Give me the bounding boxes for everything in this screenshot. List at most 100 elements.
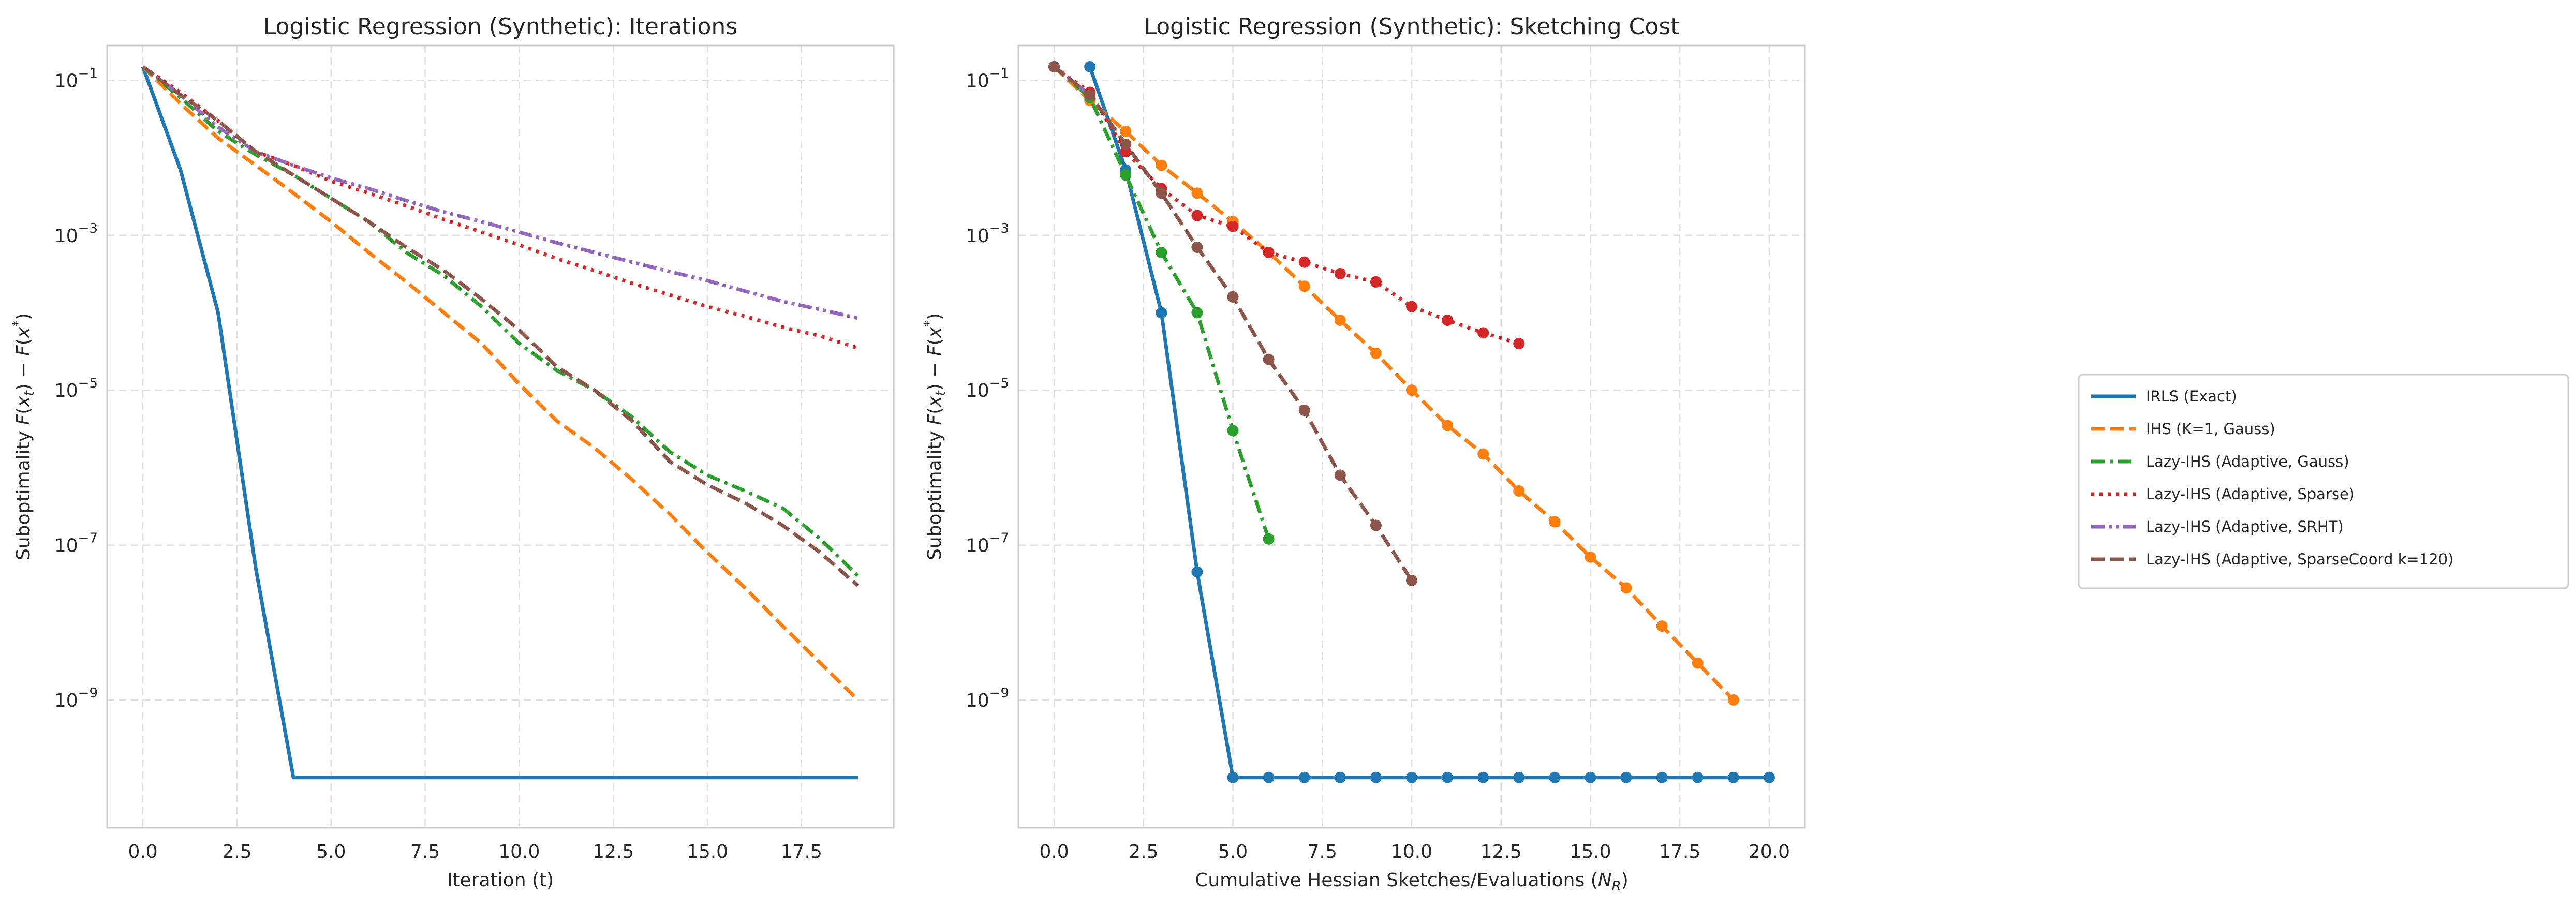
data-point [1442, 314, 1454, 326]
x-tick-label: 0.0 [1039, 841, 1069, 862]
x-tick-label: 10.0 [1391, 841, 1432, 862]
data-point [1120, 138, 1132, 150]
data-point [1692, 771, 1704, 783]
series-line [141, 65, 860, 702]
x-tick-label: 2.5 [222, 841, 251, 862]
series-layer [141, 65, 860, 780]
data-point [1370, 771, 1382, 783]
data-point [1156, 307, 1167, 319]
x-tick-label: 2.5 [1129, 841, 1158, 862]
data-point [1048, 61, 1060, 73]
data-point [1406, 384, 1417, 396]
data-point [1620, 771, 1632, 783]
y-tick-label: 10−3 [54, 221, 98, 247]
data-point [1156, 246, 1167, 258]
series-line [1088, 66, 1769, 780]
x-tick-label: 12.5 [593, 841, 634, 862]
x-tick-label: 7.5 [1308, 841, 1337, 862]
chart-title: Logistic Regression (Synthetic): Sketchi… [1144, 13, 1679, 40]
data-point [1298, 256, 1310, 268]
series-line [1053, 65, 1735, 702]
x-tick-label: 10.0 [498, 841, 540, 862]
data-point [1477, 327, 1489, 339]
data-point [1585, 551, 1596, 563]
data-point [1656, 620, 1668, 632]
data-point [1549, 771, 1561, 783]
data-point [1156, 159, 1167, 171]
data-point [1477, 771, 1489, 783]
data-point [1442, 420, 1454, 431]
data-point [1370, 347, 1382, 359]
y-tick-label: 10−7 [966, 531, 1009, 557]
x-tick-label: 7.5 [410, 841, 440, 862]
data-point [1656, 771, 1668, 783]
data-point [1191, 241, 1203, 253]
data-point [1227, 291, 1239, 303]
legend-label: Lazy-IHS (Adaptive, SRHT) [2146, 518, 2344, 535]
plot-frame [106, 44, 895, 829]
y-axis-label: Suboptimality F(xt) − F(x*) [922, 313, 949, 560]
data-point [1156, 187, 1167, 199]
sketching-cost-panel: 0.0 2.5 5.0 7.5 10.0 12.5 15.0 17.5 20.010−110−3… [922, 13, 1806, 894]
x-tick-label: 15.0 [687, 841, 728, 862]
data-point [1620, 582, 1632, 594]
tick-labels: 0.0 2.5 5.0 7.5 10.0 12.5 15.0 17.5 20.010−110−3… [966, 66, 1790, 862]
legend-box [2078, 374, 2569, 589]
legend-label: Lazy-IHS (Adaptive, SparseCoord k=120) [2146, 550, 2453, 568]
data-point [1442, 771, 1454, 783]
data-point [1298, 280, 1310, 292]
data-point [1191, 307, 1203, 319]
data-point [1120, 125, 1132, 137]
iterations-panel: 0.0 2.5 5.0 7.5 10.0 12.5 15.0 17.510−110−310−5… [10, 13, 895, 891]
data-point [1084, 89, 1096, 101]
grid [107, 46, 894, 828]
data-point [1191, 210, 1203, 221]
x-tick-label: 5.0 [1218, 841, 1248, 862]
data-point [1585, 771, 1596, 783]
series-line [142, 65, 858, 320]
data-point [1406, 771, 1417, 783]
data-point [1227, 425, 1239, 437]
data-point [1513, 485, 1525, 497]
series-line [141, 65, 860, 577]
x-axis-label: Cumulative Hessian Sketches/Evaluations … [1195, 870, 1628, 894]
legend-label: Lazy-IHS (Adaptive, Gauss) [2146, 453, 2349, 470]
x-axis-label: Iteration (t) [447, 870, 554, 891]
data-point [1227, 771, 1239, 783]
data-point [1406, 301, 1417, 312]
series-layer [1048, 61, 1775, 783]
legend-label: Lazy-IHS (Adaptive, Sparse) [2146, 485, 2355, 503]
data-point [1549, 516, 1561, 528]
legend: IRLS (Exact) IHS (K=1, Gauss) Lazy-IHS (Ad… [2078, 374, 2569, 589]
data-point [1191, 187, 1203, 199]
data-point [1477, 448, 1489, 460]
series-line [141, 66, 858, 780]
plot-frame [1017, 44, 1806, 829]
x-tick-label: 5.0 [316, 841, 346, 862]
legend-label: IHS (K=1, Gauss) [2146, 420, 2275, 438]
data-point [1763, 771, 1775, 783]
data-point [1370, 276, 1382, 288]
x-tick-label: 17.5 [1659, 841, 1700, 862]
series-line [142, 65, 860, 587]
data-point [1263, 771, 1275, 783]
data-point [1334, 314, 1346, 326]
data-point [1692, 657, 1704, 669]
data-point [1513, 771, 1525, 783]
legend-items: IRLS (Exact) IHS (K=1, Gauss) Lazy-IHS (Ad… [2091, 388, 2453, 568]
data-point [1406, 574, 1417, 586]
data-point [1298, 405, 1310, 416]
chart-title: Logistic Regression (Synthetic): Iterati… [263, 13, 737, 40]
data-point [1263, 353, 1275, 365]
data-point [1191, 566, 1203, 578]
data-point [1084, 61, 1096, 73]
x-tick-label: 0.0 [128, 841, 157, 862]
data-point [1370, 519, 1382, 531]
data-point [1263, 533, 1275, 545]
data-point [1120, 169, 1132, 181]
data-point [1334, 267, 1346, 279]
x-tick-label: 15.0 [1570, 841, 1611, 862]
x-tick-label: 17.5 [781, 841, 822, 862]
tick-labels: 0.0 2.5 5.0 7.5 10.0 12.5 15.0 17.510−110−310−5… [54, 66, 822, 862]
